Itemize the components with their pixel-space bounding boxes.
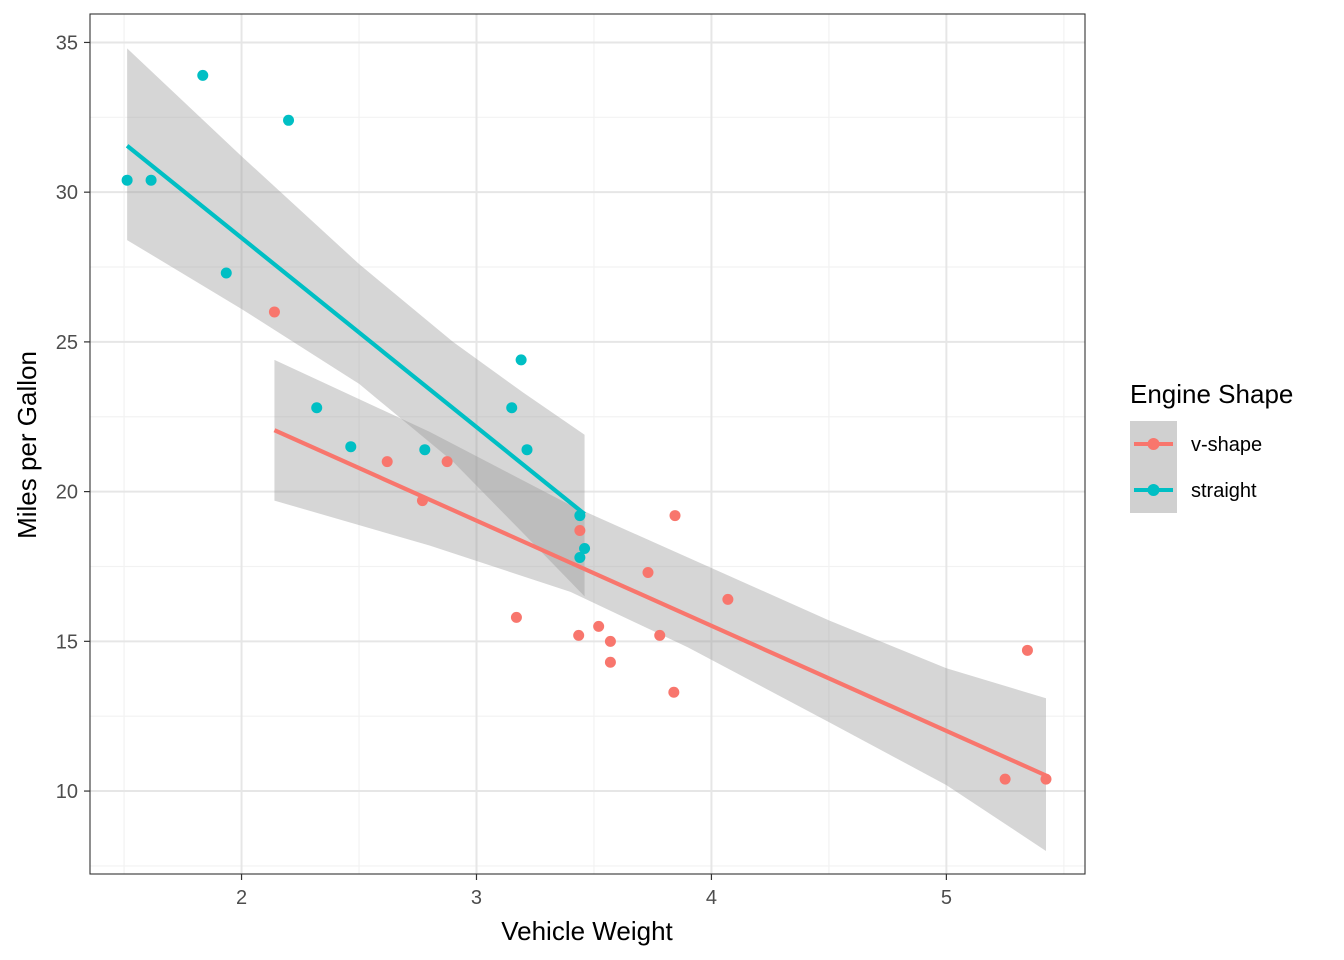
point-v-shape bbox=[654, 629, 666, 641]
point-straight bbox=[574, 510, 586, 522]
point-v-shape bbox=[604, 635, 616, 647]
minor-gridlines bbox=[90, 14, 1085, 874]
fit-lines bbox=[125, 144, 1047, 778]
data-points bbox=[121, 69, 1052, 785]
plot-panel bbox=[90, 14, 1085, 874]
legend: Engine Shape v-shape straight bbox=[1130, 379, 1293, 513]
y-tick-label: 30 bbox=[56, 182, 78, 204]
point-v-shape bbox=[510, 611, 522, 623]
point-v-shape bbox=[268, 306, 280, 318]
legend-item-v-shape: v-shape bbox=[1130, 421, 1262, 467]
y-axis: 10 15 20 25 30 35 bbox=[56, 32, 90, 803]
legend-point-straight bbox=[1147, 484, 1160, 496]
point-straight bbox=[220, 267, 232, 279]
point-straight bbox=[311, 402, 323, 414]
legend-item-straight: straight bbox=[1130, 467, 1257, 513]
y-tick-label: 10 bbox=[56, 781, 78, 803]
x-tick-label: 2 bbox=[236, 887, 247, 909]
confidence-bands bbox=[127, 48, 1046, 851]
point-straight bbox=[506, 402, 518, 414]
point-v-shape bbox=[1021, 644, 1033, 656]
point-v-shape bbox=[1040, 773, 1052, 785]
point-v-shape bbox=[999, 773, 1011, 785]
legend-label-straight: straight bbox=[1191, 480, 1257, 502]
point-v-shape bbox=[668, 686, 680, 698]
ci-band-straight bbox=[127, 48, 585, 597]
point-v-shape bbox=[604, 656, 616, 668]
point-straight bbox=[521, 444, 533, 456]
point-straight bbox=[197, 69, 209, 81]
y-tick-label: 15 bbox=[56, 631, 78, 653]
point-v-shape bbox=[381, 456, 393, 468]
point-straight bbox=[345, 441, 357, 453]
y-tick-label: 20 bbox=[56, 482, 78, 504]
point-v-shape bbox=[669, 510, 681, 522]
legend-title: Engine Shape bbox=[1130, 379, 1293, 409]
legend-label-v-shape: v-shape bbox=[1191, 434, 1262, 456]
point-straight bbox=[419, 444, 431, 456]
point-straight bbox=[145, 174, 157, 186]
point-v-shape bbox=[574, 525, 586, 537]
x-axis-title: Vehicle Weight bbox=[501, 916, 673, 946]
point-straight bbox=[121, 174, 133, 186]
fit-line-v-shape bbox=[273, 428, 1047, 778]
x-tick-label: 4 bbox=[706, 887, 717, 909]
y-axis-title: Miles per Gallon bbox=[12, 351, 42, 539]
plot-border bbox=[89, 13, 1086, 875]
x-axis: 2 3 4 5 bbox=[236, 874, 952, 909]
point-v-shape bbox=[642, 566, 654, 578]
legend-point-v-shape bbox=[1147, 438, 1160, 450]
point-v-shape bbox=[722, 593, 734, 605]
point-v-shape bbox=[441, 456, 453, 468]
point-straight bbox=[283, 114, 295, 126]
point-v-shape bbox=[416, 495, 428, 507]
ci-band-v-shape bbox=[274, 359, 1046, 851]
x-tick-label: 5 bbox=[941, 887, 952, 909]
fit-line-straight bbox=[125, 144, 586, 516]
point-straight bbox=[515, 354, 527, 366]
point-straight bbox=[579, 543, 591, 555]
point-v-shape bbox=[593, 620, 605, 632]
y-tick-label: 25 bbox=[56, 332, 78, 354]
x-tick-label: 3 bbox=[471, 887, 482, 909]
point-v-shape bbox=[573, 629, 585, 641]
y-tick-label: 35 bbox=[56, 32, 78, 54]
major-gridlines bbox=[90, 14, 1085, 874]
point-straight bbox=[574, 551, 586, 563]
